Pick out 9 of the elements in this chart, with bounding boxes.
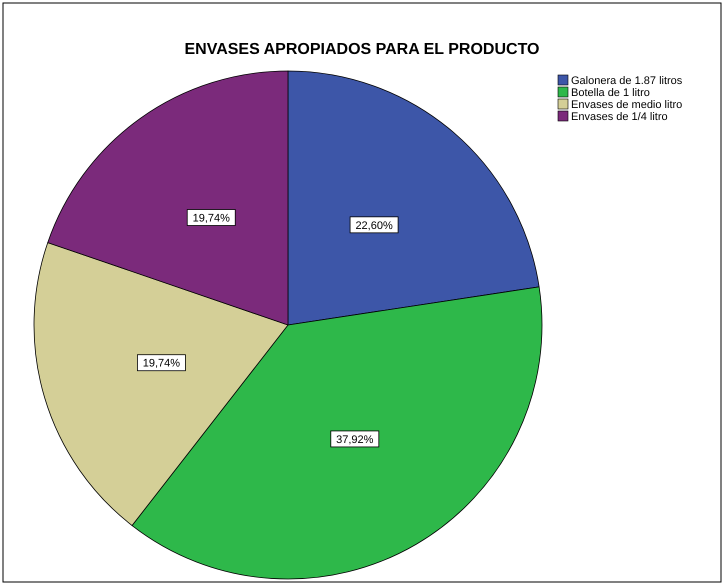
data-label: 19,74% <box>142 358 180 370</box>
chart-title: ENVASES APROPIADOS PARA EL PRODUCTO <box>184 41 540 58</box>
legend-label: Botella de 1 litro <box>571 87 650 99</box>
data-label: 37,92% <box>336 434 374 446</box>
data-label: 19,74% <box>192 212 230 225</box>
legend-label: Galonera de 1.87 litros <box>571 75 683 87</box>
data-label: 22,60% <box>355 220 393 232</box>
legend-label: Envases de medio litro <box>571 99 682 111</box>
legend-label: Envases de 1/4 litro <box>571 111 668 123</box>
